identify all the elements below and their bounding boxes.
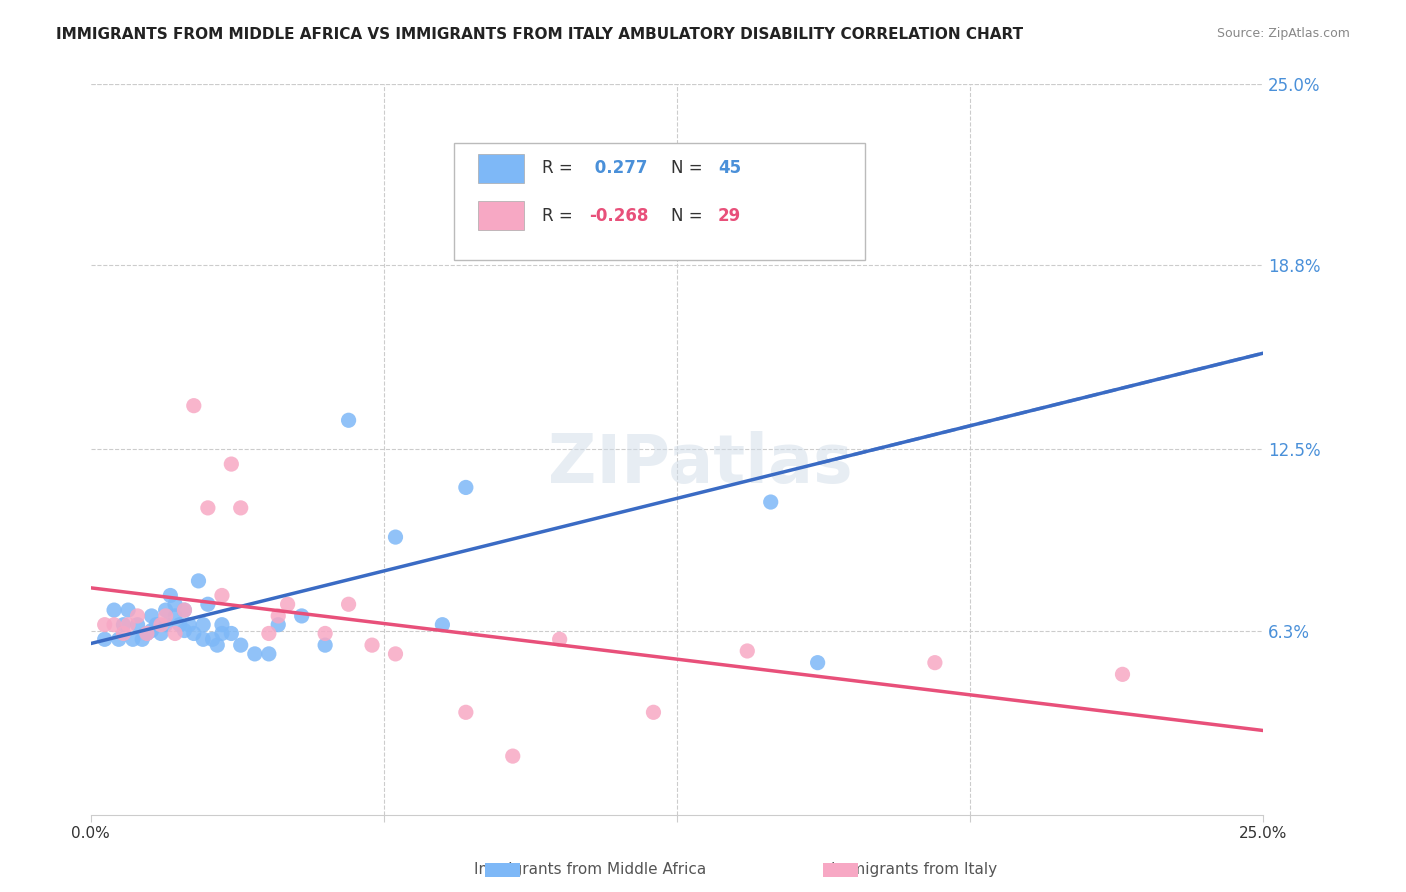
Text: 0.277: 0.277	[589, 160, 648, 178]
Point	[337, 413, 360, 427]
Text: ZIPatlas: ZIPatlas	[548, 431, 852, 497]
Point	[384, 647, 406, 661]
Point	[163, 609, 186, 624]
Point	[337, 597, 360, 611]
Point	[193, 632, 215, 647]
Point	[197, 500, 219, 515]
Point	[187, 574, 209, 588]
Point	[221, 626, 243, 640]
Point	[173, 603, 195, 617]
Text: N =: N =	[671, 207, 709, 225]
Point	[243, 647, 266, 661]
Point	[103, 617, 125, 632]
Point	[169, 617, 191, 632]
Point	[131, 632, 153, 647]
Point	[103, 603, 125, 617]
Point	[135, 626, 157, 640]
Point	[924, 656, 946, 670]
Point	[135, 626, 157, 640]
Text: Source: ZipAtlas.com: Source: ZipAtlas.com	[1216, 27, 1350, 40]
Point	[179, 617, 201, 632]
Text: 29: 29	[718, 207, 741, 225]
Point	[183, 399, 205, 413]
Point	[141, 609, 163, 624]
Point	[193, 617, 215, 632]
Point	[93, 632, 115, 647]
Text: Immigrants from Middle Africa: Immigrants from Middle Africa	[474, 863, 707, 877]
Point	[277, 597, 299, 611]
Point	[267, 609, 290, 624]
Point	[454, 706, 477, 720]
Point	[1111, 667, 1133, 681]
Point	[257, 626, 280, 640]
Point	[211, 589, 233, 603]
Point	[267, 617, 290, 632]
Point	[211, 626, 233, 640]
Point	[173, 603, 195, 617]
Point	[197, 597, 219, 611]
Point	[149, 626, 172, 640]
Point	[117, 603, 139, 617]
Point	[155, 603, 177, 617]
Point	[121, 632, 143, 647]
Point	[107, 632, 129, 647]
Point	[117, 617, 139, 632]
Point	[112, 617, 135, 632]
Point	[314, 638, 336, 652]
Point	[229, 500, 252, 515]
Point	[643, 194, 665, 209]
Point	[141, 624, 163, 638]
Point	[807, 656, 830, 670]
Point	[314, 626, 336, 640]
Point	[735, 644, 758, 658]
Point	[93, 617, 115, 632]
Point	[643, 706, 665, 720]
Text: N =: N =	[671, 160, 709, 178]
Point	[112, 626, 135, 640]
Point	[127, 609, 149, 624]
Point	[361, 638, 384, 652]
Point	[127, 617, 149, 632]
Point	[432, 617, 454, 632]
Point	[159, 589, 181, 603]
Point	[759, 495, 782, 509]
Point	[502, 749, 524, 764]
Text: R =: R =	[543, 160, 578, 178]
Point	[183, 626, 205, 640]
Text: -0.268: -0.268	[589, 207, 648, 225]
Text: 45: 45	[718, 160, 741, 178]
Point	[145, 617, 167, 632]
Point	[173, 624, 195, 638]
FancyBboxPatch shape	[478, 153, 524, 183]
Point	[163, 597, 186, 611]
Point	[221, 457, 243, 471]
Point	[163, 626, 186, 640]
Point	[291, 609, 314, 624]
Point	[548, 632, 571, 647]
Text: R =: R =	[543, 207, 578, 225]
FancyBboxPatch shape	[478, 202, 524, 230]
Point	[211, 617, 233, 632]
Point	[201, 632, 224, 647]
Point	[155, 617, 177, 632]
FancyBboxPatch shape	[454, 143, 865, 260]
Point	[454, 480, 477, 494]
Point	[207, 638, 229, 652]
Point	[229, 638, 252, 652]
Text: Immigrants from Italy: Immigrants from Italy	[831, 863, 997, 877]
Point	[155, 609, 177, 624]
Text: IMMIGRANTS FROM MIDDLE AFRICA VS IMMIGRANTS FROM ITALY AMBULATORY DISABILITY COR: IMMIGRANTS FROM MIDDLE AFRICA VS IMMIGRA…	[56, 27, 1024, 42]
Point	[384, 530, 406, 544]
Point	[149, 617, 172, 632]
Point	[257, 647, 280, 661]
